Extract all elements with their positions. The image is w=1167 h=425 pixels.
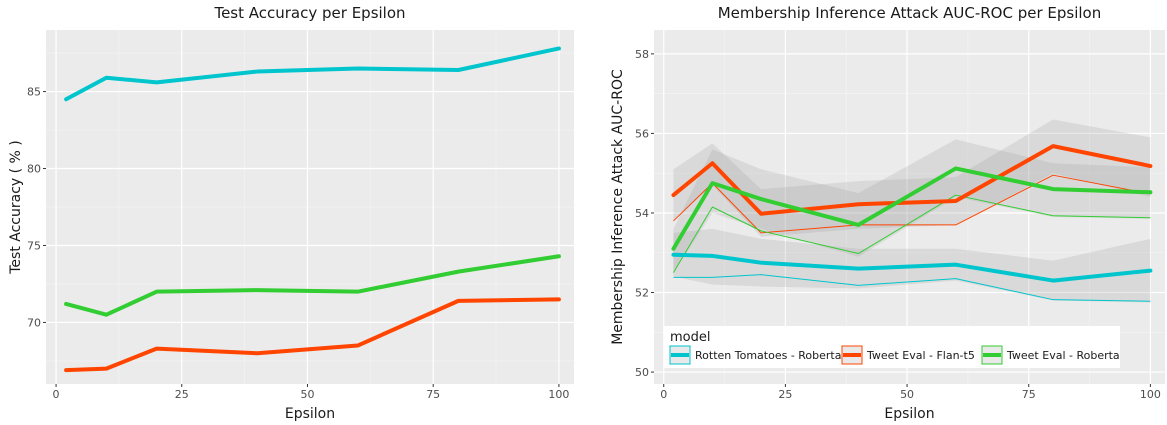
- x-tick-label: 0: [53, 388, 60, 401]
- series-line-0: [671, 252, 1153, 283]
- x-axis-label: Epsilon: [884, 406, 934, 422]
- y-tick-label: 58: [635, 48, 649, 61]
- x-tick-label: 50: [900, 388, 914, 401]
- x-tick-label: 25: [778, 388, 792, 401]
- thin-line-series-0: [673, 274, 1151, 302]
- legend-entry-1: Tweet Eval - Flan-t5: [866, 349, 975, 362]
- y-tick-label: 70: [27, 316, 41, 329]
- x-tick-label: 75: [426, 388, 440, 401]
- y-tick-label: 85: [27, 86, 41, 99]
- x-tick-label: 100: [1140, 388, 1161, 401]
- legend-entry-2: Tweet Eval - Roberta: [1006, 349, 1120, 362]
- plot-background: [654, 30, 1165, 384]
- mia-auc-chart: 0 25 50 75 100 50 52 54 56 58 Membership Inference…: [610, 4, 1165, 422]
- series-line-2: [671, 166, 1153, 251]
- x-tick-label: 50: [300, 388, 314, 401]
- y-tick-label: 75: [27, 239, 41, 252]
- series-line-1: [64, 297, 561, 373]
- y-axis-label: Test Accuracy ( % ): [8, 140, 24, 275]
- y-tick-label: 52: [635, 287, 649, 300]
- y-tick-label: 54: [635, 207, 649, 220]
- y-tick-label: 50: [635, 366, 649, 379]
- y-tick-label: 56: [635, 127, 649, 140]
- legend-title: model: [670, 330, 710, 345]
- x-tick-label: 75: [1022, 388, 1036, 401]
- chart-title: Membership Inference Attack AUC-ROC per …: [718, 4, 1102, 22]
- series-line-1: [671, 144, 1153, 216]
- thin-line-series-2: [673, 194, 1151, 273]
- legend-background: [664, 326, 1120, 368]
- x-tick-label: 25: [175, 388, 189, 401]
- chart-title: Test Accuracy per Epsilon: [213, 4, 405, 22]
- legend-entry-0: Rotten Tomatoes - Roberta: [695, 349, 842, 362]
- x-tick-label: 100: [548, 388, 569, 401]
- y-axis-label: Membership Inference Attack AUC-ROC: [610, 69, 626, 345]
- test-accuracy-chart: 0 25 50 75 100 70 75 80 85 Test Accuracy per Epsi…: [8, 4, 574, 422]
- series-line-0: [64, 46, 561, 102]
- x-tick-label: 0: [660, 388, 667, 401]
- series-line-2: [64, 254, 561, 317]
- legend: model Rotten Tomatoes - Roberta Tweet Eval…: [664, 326, 1120, 368]
- confidence-band-series-2: [673, 139, 1151, 273]
- x-axis-label: Epsilon: [285, 406, 335, 422]
- y-tick-label: 80: [27, 163, 41, 176]
